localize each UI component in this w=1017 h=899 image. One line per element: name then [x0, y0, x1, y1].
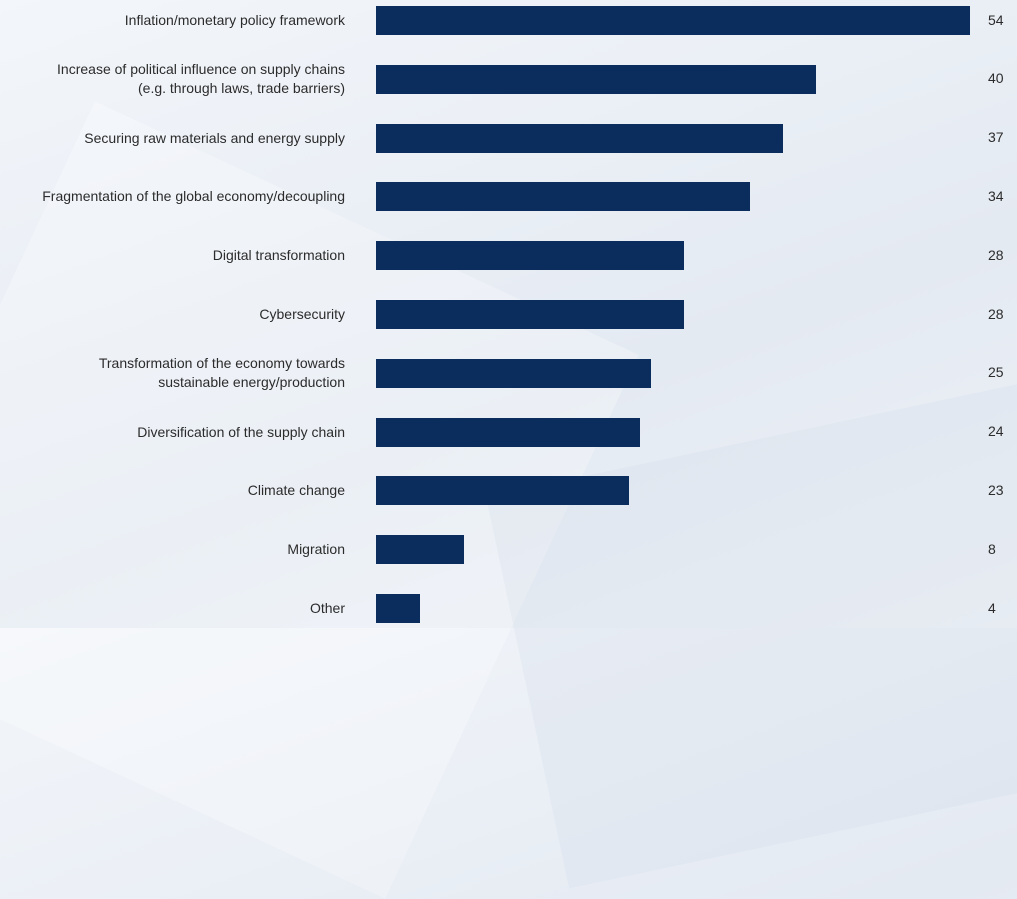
value-label: 4	[988, 599, 996, 616]
bar	[376, 476, 629, 506]
bar	[376, 64, 816, 94]
bar	[376, 241, 684, 271]
category-label: Climate change	[247, 482, 345, 499]
category-label: Increase of political influence on suppl…	[57, 61, 345, 97]
bar	[376, 358, 651, 388]
bar	[376, 6, 970, 35]
value-label: 54	[988, 11, 1004, 28]
category-label: Other	[309, 600, 345, 616]
bar-chart: Inflation/monetary policy framework 54 Inc…	[42, 6, 1004, 623]
value-label: 8	[988, 540, 996, 557]
category-label: Transformation of the economy towards su…	[98, 355, 345, 391]
category-label: Inflation/monetary policy framework	[124, 12, 345, 28]
category-label: Fragmentation of the global economy/deco…	[42, 188, 345, 205]
bar	[376, 535, 464, 565]
value-label: 37	[988, 129, 1004, 146]
category-label: Digital transformation	[212, 247, 345, 264]
bar	[376, 182, 750, 212]
value-label: 25	[988, 364, 1004, 381]
value-label: 24	[988, 423, 1004, 440]
bar	[376, 300, 684, 329]
category-label: Securing raw materials and energy supply	[84, 129, 345, 146]
category-label: Diversification of the supply chain	[137, 423, 345, 440]
bar	[376, 417, 640, 447]
bar	[376, 594, 420, 623]
value-label: 40	[988, 70, 1004, 87]
category-label: Cybersecurity	[259, 306, 345, 322]
value-label: 34	[988, 187, 1004, 204]
bar	[376, 123, 783, 153]
value-label: 28	[988, 246, 1004, 263]
category-label: Migration	[287, 541, 345, 558]
value-label: 23	[988, 481, 1004, 498]
value-label: 28	[988, 305, 1004, 322]
